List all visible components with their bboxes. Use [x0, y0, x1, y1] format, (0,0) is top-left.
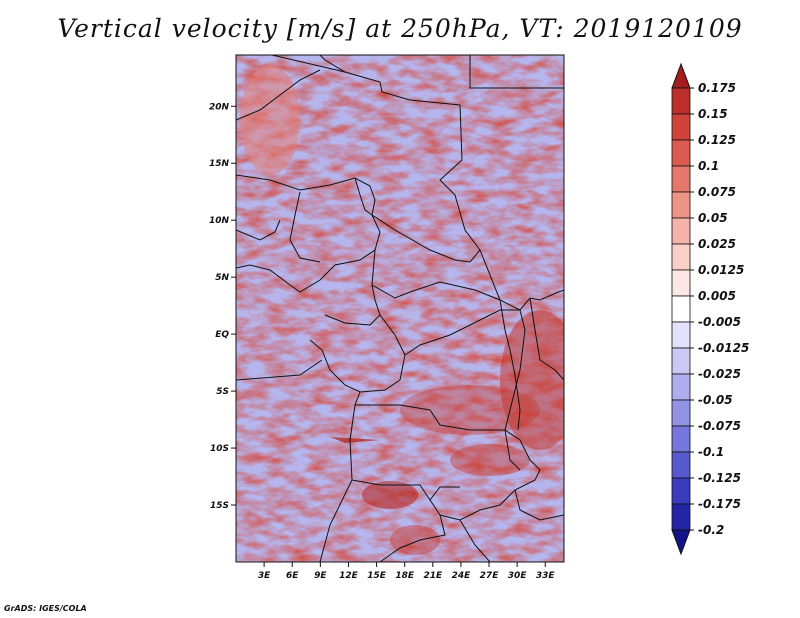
colorbar-label: -0.075 [698, 419, 741, 433]
colorbar-label: 0.005 [698, 289, 736, 303]
colorbar-swatch [671, 373, 691, 401]
chart-title: Vertical velocity [m/s] at 250hPa, VT: 2… [57, 14, 743, 43]
colorbar-label: 0.05 [698, 211, 728, 225]
colorbar-swatch [671, 451, 691, 479]
lat-tick-label: 10S [210, 444, 229, 454]
colorbar-swatch [671, 269, 691, 297]
colorbar: 0.175 0.15 0.125 0.1 0.075 0.05 0.025 0.0125 0.0… [671, 62, 749, 556]
colorbar-swatch [671, 87, 691, 115]
longitude-axis: 3E 6E 9E 12E 15E 18E 21E 24E 27E 30E 33E [258, 562, 556, 581]
lat-tick-label: 5S [216, 387, 229, 397]
colorbar-swatch [671, 399, 691, 427]
colorbar-label: 0.15 [698, 107, 728, 121]
lon-tick-label: 33E [536, 571, 556, 581]
grads-credit: GrADS: IGES/COLA [4, 604, 87, 613]
lat-tick-label: 15S [210, 501, 229, 511]
colorbar-swatch [671, 295, 691, 323]
lon-tick-label: 18E [395, 571, 415, 581]
colorbar-swatch [671, 113, 691, 141]
lon-tick-label: 24E [452, 571, 472, 581]
lon-tick-label: 3E [258, 571, 271, 581]
velocity-field [236, 55, 564, 562]
colorbar-swatch [671, 139, 691, 167]
lat-tick-label: EQ [215, 330, 229, 340]
colorbar-label: -0.025 [698, 367, 741, 381]
lon-tick-label: 27E [480, 571, 500, 581]
lat-tick-label: 10N [209, 216, 230, 226]
colorbar-label: 0.1 [698, 159, 719, 173]
colorbar-label: 0.125 [698, 133, 736, 147]
colorbar-label: 0.025 [698, 237, 736, 251]
colorbar-top-arrow [671, 62, 691, 89]
lat-tick-label: 20N [209, 102, 230, 112]
colorbar-label: 0.175 [698, 81, 736, 95]
colorbar-label: 0.075 [698, 185, 736, 199]
lat-tick-label: 5N [215, 273, 229, 283]
colorbar-swatch [671, 217, 691, 245]
colorbar-swatch [671, 477, 691, 505]
colorbar-label: -0.1 [698, 445, 724, 459]
colorbar-label: 0.0125 [698, 263, 744, 277]
colorbar-swatch [671, 165, 691, 193]
lon-tick-label: 9E [314, 571, 327, 581]
colorbar-label: -0.125 [698, 471, 741, 485]
colorbar-bottom-arrow [671, 529, 691, 556]
colorbar-label: -0.175 [698, 497, 741, 511]
colorbar-swatch [671, 243, 691, 271]
latitude-axis: 20N 15N 10N 5N EQ 5S 10S 15S [209, 102, 236, 511]
colorbar-label: -0.0125 [698, 341, 749, 355]
map-frame [235, 54, 565, 563]
lon-tick-label: 30E [508, 571, 528, 581]
colorbar-swatch [671, 347, 691, 375]
colorbar-swatch [671, 191, 691, 219]
lon-tick-label: 6E [286, 571, 299, 581]
lon-tick-label: 12E [339, 571, 359, 581]
colorbar-swatch [671, 425, 691, 453]
colorbar-swatch [671, 321, 691, 349]
lon-tick-label: 21E [423, 571, 443, 581]
lat-tick-label: 15N [209, 159, 230, 169]
colorbar-label: -0.05 [698, 393, 733, 407]
lon-tick-label: 15E [367, 571, 387, 581]
colorbar-label: -0.005 [698, 315, 741, 329]
colorbar-label: -0.2 [698, 523, 724, 537]
colorbar-swatch [671, 503, 691, 531]
